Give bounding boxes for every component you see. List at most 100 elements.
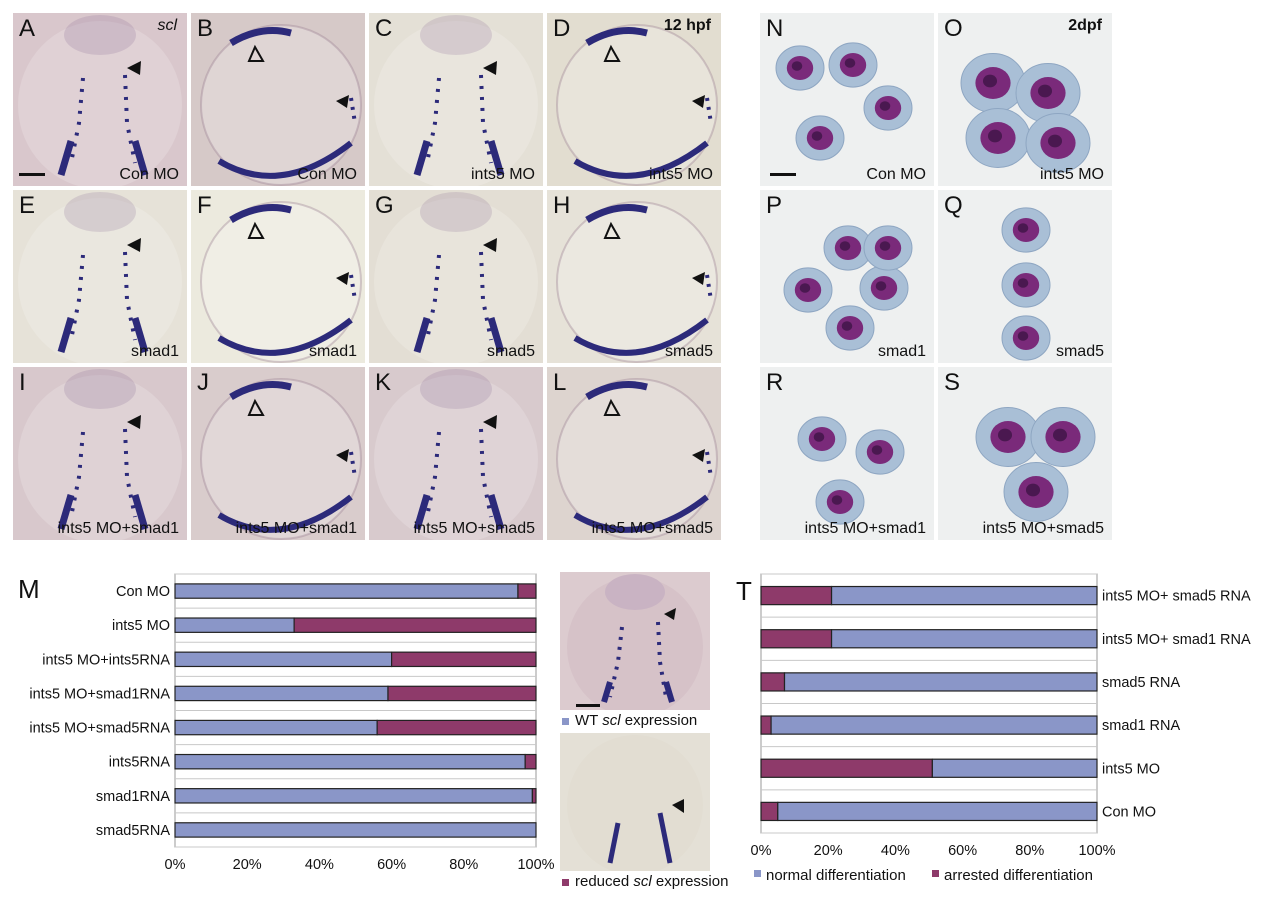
x-tick-label: 40% xyxy=(881,843,910,859)
panel-letter: R xyxy=(766,369,784,396)
arrowhead-icon xyxy=(336,95,349,108)
legend-reduced-scl: reduced scl expression xyxy=(562,873,728,890)
blood-cells-image xyxy=(783,225,913,351)
panel-caption: Con MO xyxy=(119,166,179,183)
panel-caption: ints5 MO+smad1 xyxy=(804,520,926,537)
embryo-panel-b: B Con MO xyxy=(191,13,365,186)
category-label: smad1RNA xyxy=(96,789,170,805)
panel-caption: ints5 MO xyxy=(1039,166,1104,183)
scale-bar xyxy=(576,704,600,707)
panel-caption: ints5 MO+smad5 xyxy=(982,520,1104,537)
open-arrowhead-icon xyxy=(247,221,265,239)
panel-letter: B xyxy=(197,15,214,42)
x-tick-label: 80% xyxy=(1015,843,1044,859)
panel-letter: E xyxy=(19,192,36,219)
bar-a xyxy=(760,672,786,692)
category-label: smad5RNA xyxy=(96,823,170,839)
x-tick-label: 60% xyxy=(948,843,977,859)
panel-caption: ints5 MO+smad1 xyxy=(57,520,179,537)
bar-a xyxy=(174,753,526,770)
legend-swatch-arrested xyxy=(562,878,569,886)
reduced-example-embryo xyxy=(560,733,710,871)
open-arrowhead-icon xyxy=(603,44,621,62)
legend-text: expression xyxy=(620,712,698,729)
bar-b xyxy=(517,583,537,599)
panel-letter: L xyxy=(553,369,567,396)
panel-caption: smad5 xyxy=(486,343,535,360)
category-label: Con MO xyxy=(1102,804,1156,820)
panel-corner-label: scl xyxy=(157,17,177,34)
blood-cells-image xyxy=(797,416,905,525)
scale-bar xyxy=(770,173,796,176)
bar-b xyxy=(387,685,537,702)
arrowhead-icon xyxy=(127,61,141,75)
category-label: ints5 MO xyxy=(112,618,170,634)
bar-b xyxy=(524,753,537,770)
bar-b xyxy=(783,672,1098,692)
embryo-image xyxy=(200,24,362,186)
reduced-embryo-image xyxy=(567,735,703,871)
panel-letter-m: M xyxy=(18,574,40,604)
embryo-image xyxy=(556,24,718,186)
cell-panel-n: N Con MO xyxy=(760,13,934,186)
panel-letter: H xyxy=(553,192,571,219)
panel-caption: ints5 MO xyxy=(648,166,713,183)
category-label: smad1 RNA xyxy=(1102,718,1180,734)
arrowhead-icon xyxy=(483,238,497,252)
arrowhead-icon xyxy=(336,272,349,285)
embryo-image xyxy=(18,369,182,540)
panel-corner-label: 2dpf xyxy=(1068,17,1102,34)
panel-caption: ints5 MO+smad5 xyxy=(413,520,535,537)
bar-a xyxy=(760,758,933,778)
embryo-image xyxy=(556,378,718,540)
bar-b xyxy=(391,651,537,668)
legend-text: WT xyxy=(575,712,603,729)
embryo-image xyxy=(200,201,362,363)
x-tick-label: 20% xyxy=(233,857,262,873)
panel-caption: Con MO xyxy=(297,166,357,183)
wt-example-embryo xyxy=(560,572,710,710)
panel-letter: N xyxy=(766,15,784,42)
panel-caption: ints5 MO+smad1 xyxy=(235,520,357,537)
legend-gene: scl xyxy=(602,712,621,729)
bar-a xyxy=(174,822,537,838)
category-label: ints5RNA xyxy=(109,755,171,771)
bar-b xyxy=(376,719,537,736)
panel-letter: C xyxy=(375,15,393,42)
bar-a xyxy=(174,685,389,702)
panel-letter: A xyxy=(19,15,36,42)
panel-caption: ints5 MO+smad5 xyxy=(591,520,713,537)
legend-text: expression xyxy=(651,873,729,890)
panel-letter: P xyxy=(766,192,783,219)
legend-text: reduced xyxy=(575,873,634,890)
panel-caption: ints5 MO xyxy=(470,166,535,183)
panel-caption: smad1 xyxy=(308,343,357,360)
wt-embryo-image xyxy=(567,574,703,710)
bar-a xyxy=(174,617,295,633)
panel-letter: D xyxy=(553,15,571,42)
scale-bar xyxy=(19,173,45,176)
bar-a xyxy=(174,719,378,736)
arrowhead-icon xyxy=(127,238,141,252)
panel-letter: K xyxy=(375,369,392,396)
panel-letter: S xyxy=(944,369,961,396)
bar-a xyxy=(174,788,533,804)
x-tick-label: 0% xyxy=(751,843,772,859)
arrowhead-icon xyxy=(692,449,705,462)
bar-a xyxy=(174,583,519,599)
panel-letter: G xyxy=(375,192,394,219)
x-tick-label: 40% xyxy=(305,857,334,873)
panel-letter-t: T xyxy=(736,576,752,606)
arrowhead-icon xyxy=(664,608,676,620)
bar-b xyxy=(830,629,1098,649)
